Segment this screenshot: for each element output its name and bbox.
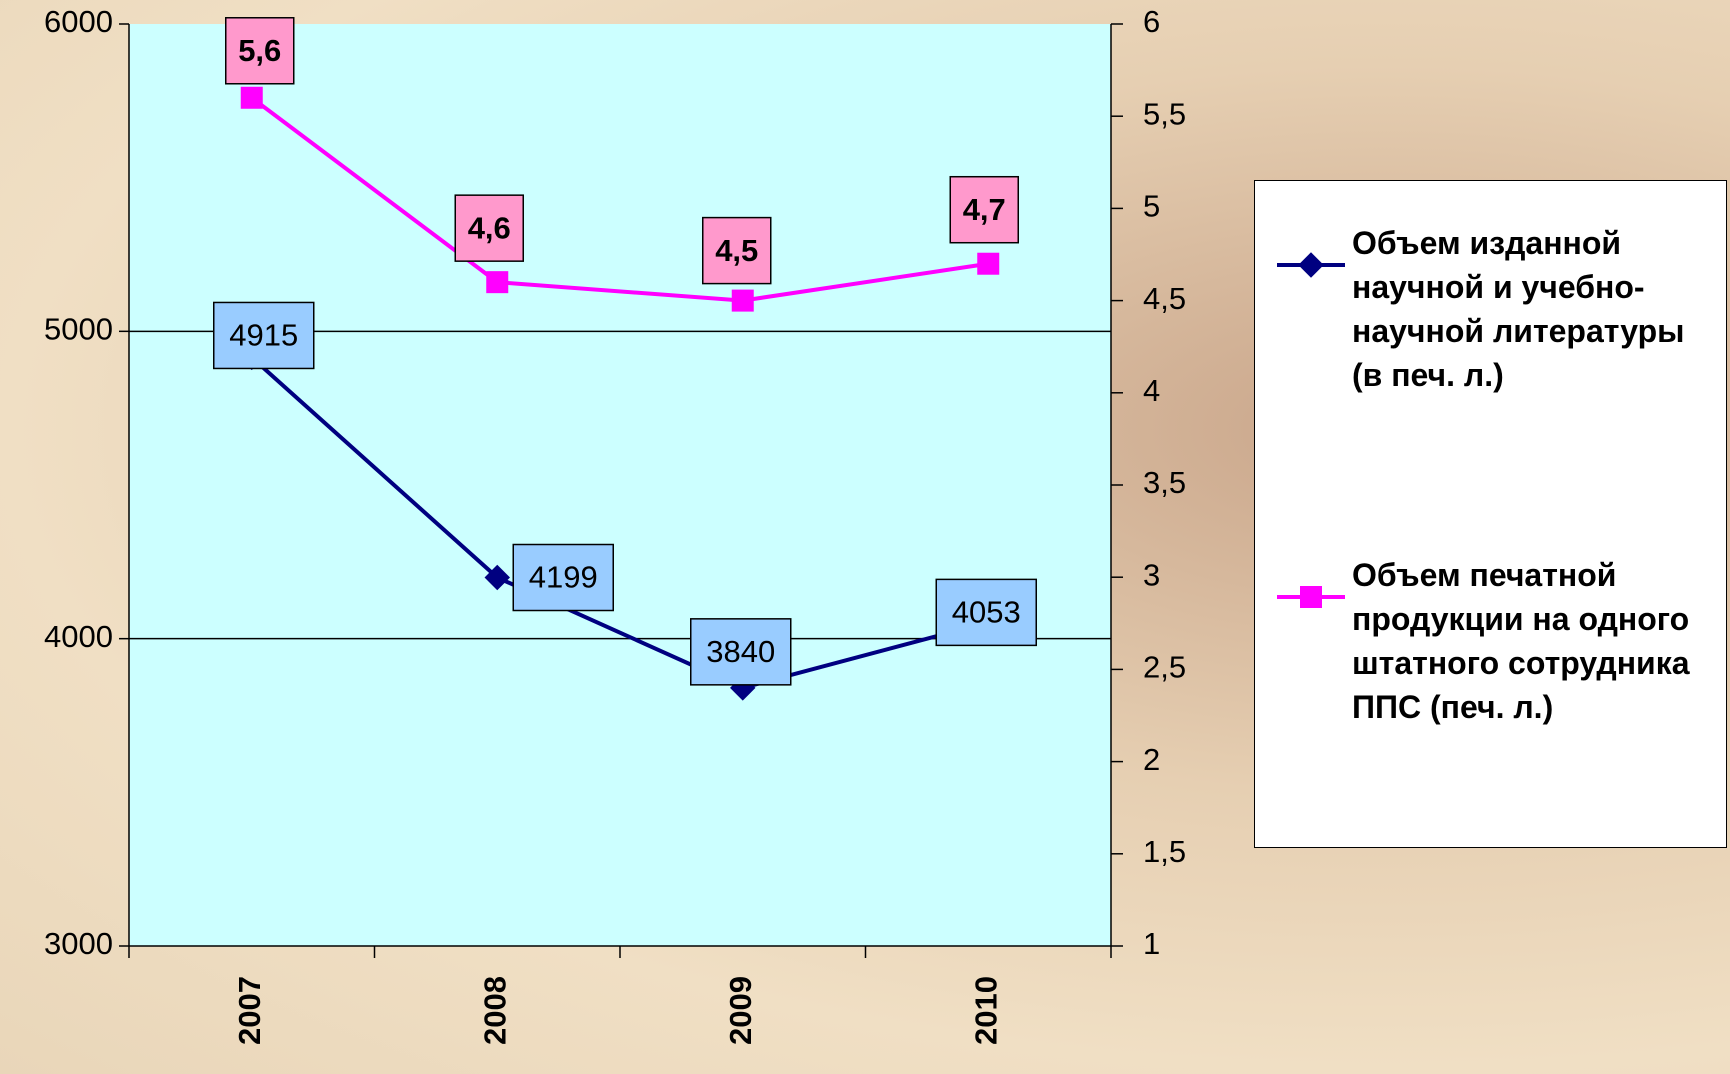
y2-tick-label: 1 — [1143, 926, 1160, 961]
y-tick-label: 6000 — [44, 4, 113, 39]
y2-tick-label: 1,5 — [1143, 834, 1186, 869]
legend-entry: Объем печатной продукции на одного штатн… — [1352, 557, 1690, 725]
y2-tick-label: 5 — [1143, 189, 1160, 224]
legend-entry: Объем изданной научной и учебно-научной … — [1352, 225, 1685, 393]
legend: Объем изданной научной и учебно-научной … — [1254, 180, 1727, 848]
legend-key-marker — [1300, 586, 1322, 608]
y2-tick-label: 2,5 — [1143, 650, 1186, 685]
data-label-box — [213, 301, 315, 370]
x-tick-label: 2009 — [723, 976, 758, 1045]
legend-keys — [1277, 252, 1345, 608]
data-label-box — [935, 578, 1037, 647]
x-tick-label: 2008 — [477, 976, 512, 1045]
x-tick-label: 2010 — [968, 976, 1003, 1045]
y-tick-label: 4000 — [44, 619, 113, 654]
data-label-box — [702, 216, 772, 285]
data-label: 4,5 — [715, 233, 758, 268]
x-tick-label: 2007 — [232, 976, 267, 1045]
series-line — [250, 355, 989, 690]
point-marker — [977, 252, 1000, 275]
y2-tick-label: 6 — [1143, 4, 1160, 39]
y2-tick-label: 3,5 — [1143, 465, 1186, 500]
y2-tick-label: 2 — [1143, 742, 1160, 777]
data-label-box — [454, 194, 524, 262]
data-label-box — [225, 17, 295, 85]
data-label: 4,6 — [468, 210, 511, 245]
data-label-box — [512, 543, 614, 612]
y2-tick-label: 5,5 — [1143, 96, 1186, 131]
y2-tick-label: 4 — [1143, 373, 1160, 408]
y2-tick-label: 3 — [1143, 557, 1160, 592]
plot-area — [129, 24, 1111, 946]
data-label: 4053 — [952, 595, 1021, 630]
data-label: 4915 — [229, 318, 298, 353]
data-label-box — [949, 175, 1019, 244]
data-label: 4,7 — [963, 192, 1006, 227]
point-marker — [486, 271, 509, 294]
legend-key-marker — [1298, 252, 1324, 278]
data-label: 3840 — [706, 634, 775, 669]
data-label: 5,6 — [238, 33, 281, 68]
point-marker — [240, 86, 263, 109]
point-marker — [484, 564, 510, 591]
point-marker — [731, 289, 754, 312]
data-label-box — [690, 618, 792, 686]
series-line — [250, 96, 989, 303]
data-label: 4199 — [529, 560, 598, 595]
y-tick-label: 5000 — [44, 312, 113, 347]
y2-tick-label: 4,5 — [1143, 281, 1186, 316]
y-tick-label: 3000 — [44, 926, 113, 961]
